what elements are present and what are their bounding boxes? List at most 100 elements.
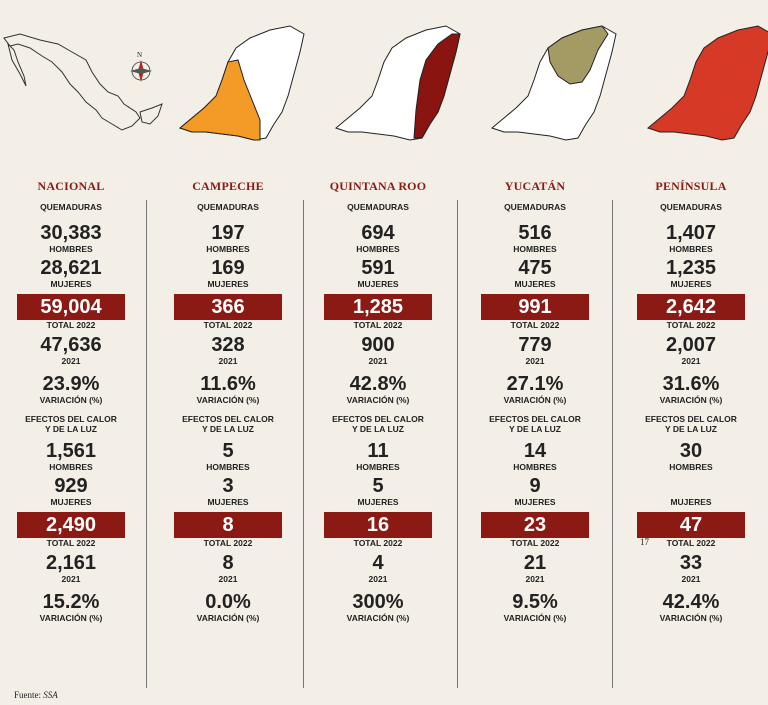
mujeres-value: 3: [222, 475, 234, 497]
hombres-value: 1,561: [45, 440, 97, 462]
column-divider: [612, 200, 613, 688]
variacion-value: 15.2%: [42, 591, 100, 613]
total-2022-value: 991: [481, 294, 589, 320]
mujeres-label: MUJERES: [357, 497, 399, 507]
section-label: EFECTOS DEL CALOR Y DE LA LUZ: [489, 414, 581, 434]
svg-text:N: N: [137, 51, 142, 59]
hombres-label: HOMBRES: [669, 462, 713, 472]
year-2021-value: 8: [222, 552, 234, 574]
year-2021-value: 2,007: [665, 334, 717, 356]
section-label: QUEMADURAS: [197, 202, 259, 212]
variacion-value: 31.6%: [662, 373, 720, 395]
source-note: Fuente: SSA: [14, 690, 58, 700]
year-2021-value: 4: [372, 552, 384, 574]
variacion-label: VARIACIÓN (%): [346, 613, 410, 623]
map-campeche: [178, 25, 305, 141]
total-2022-label: TOTAL 2022: [510, 320, 560, 330]
hombres-label: HOMBRES: [513, 244, 557, 254]
hombres-label: HOMBRES: [49, 462, 93, 472]
variacion-value: 9.5%: [512, 591, 558, 613]
total-2022-label: TOTAL 2022: [203, 538, 253, 548]
mujeres-value: [616, 475, 766, 497]
year-2021-label: 2021: [525, 574, 545, 584]
variacion-label: VARIACIÓN (%): [503, 395, 567, 405]
column-title: NACIONAL: [37, 179, 105, 193]
mujeres-label: MUJERES: [207, 279, 249, 289]
variacion-value: 0.0%: [205, 591, 251, 613]
year-2021-value: 328: [211, 334, 245, 356]
total-2022-label: TOTAL 2022: [666, 320, 716, 330]
column-title: PENÍNSULA: [655, 179, 727, 193]
mujeres-value: 1,235: [665, 257, 717, 279]
mujeres-label: MUJERES: [50, 279, 92, 289]
column-divider: [457, 200, 458, 688]
maps-strip: N: [3, 25, 768, 141]
column-title: YUCATÁN: [504, 179, 566, 193]
year-2021-label: 2021: [218, 574, 238, 584]
variacion-label: VARIACIÓN (%): [196, 613, 260, 623]
variacion-value: 300%: [352, 591, 404, 613]
year-2021-label: 2021: [368, 356, 388, 366]
total-2022-label: TOTAL 2022: [46, 320, 96, 330]
year-2021-label: 2021: [218, 356, 238, 366]
total-2022-label: TOTAL 2022: [353, 320, 403, 330]
variacion-value: 11.6%: [200, 373, 256, 395]
section-label: QUEMADURAS: [40, 202, 102, 212]
variacion-label: VARIACIÓN (%): [346, 395, 410, 405]
year-2021-label: 2021: [61, 574, 81, 584]
hombres-value: 30: [679, 440, 703, 462]
section-label: EFECTOS DEL CALOR Y DE LA LUZ: [182, 414, 274, 434]
column-title: QUINTANA ROO: [329, 179, 427, 193]
column-divider: [303, 200, 304, 688]
data-column: QUINTANA ROO QUEMADURAS 694 HOMBRES 591 MUJER…: [303, 178, 453, 626]
mujeres-label: MUJERES: [514, 497, 556, 507]
map-quintana-roo: [335, 25, 461, 141]
total-2022-value: 2,642: [637, 294, 745, 320]
total-2022-value: 1,285: [324, 294, 432, 320]
total-2022-label: TOTAL 2022: [353, 538, 403, 548]
total-2022-value: 47: [637, 512, 745, 538]
year-2021-label: 2021: [681, 574, 701, 584]
total-2022-label: TOTAL 2022: [510, 538, 560, 548]
variacion-label: VARIACIÓN (%): [196, 395, 260, 405]
map-peninsula: [647, 25, 768, 141]
data-column: YUCATÁN QUEMADURAS 516 HOMBRES 475 MUJERES 991…: [460, 178, 610, 626]
mujeres-value: 475: [518, 257, 552, 279]
data-column: NACIONAL QUEMADURAS 30,383 HOMBRES 28,621 MUJ…: [0, 178, 146, 626]
total-2022-value: 59,004: [17, 294, 125, 320]
mujeres-label: MUJERES: [357, 279, 399, 289]
section-label: QUEMADURAS: [504, 202, 566, 212]
mujeres-label: MUJERES: [670, 497, 712, 507]
mujeres-value: 28,621: [40, 257, 102, 279]
year-2021-value: 779: [518, 334, 552, 356]
hombres-label: HOMBRES: [669, 244, 713, 254]
total-2022-label: TOTAL 2022: [666, 538, 716, 548]
variacion-value: 42.4%: [662, 591, 720, 613]
total-2022-value: 366: [174, 294, 282, 320]
hombres-value: 694: [361, 222, 395, 244]
hombres-value: 14: [523, 440, 547, 462]
total-2022-value: 23: [481, 512, 589, 538]
hombres-label: HOMBRES: [513, 462, 557, 472]
hombres-label: HOMBRES: [49, 244, 93, 254]
variacion-label: VARIACIÓN (%): [39, 613, 103, 623]
hombres-value: 30,383: [40, 222, 102, 244]
data-column: CAMPECHE QUEMADURAS 197 HOMBRES 169 MUJERES 36…: [153, 178, 303, 626]
mujeres-value: 5: [372, 475, 384, 497]
hombres-label: HOMBRES: [356, 462, 400, 472]
section-label: QUEMADURAS: [347, 202, 409, 212]
compass-icon: N: [130, 51, 152, 82]
column-divider: [146, 200, 147, 688]
hombres-value: 5: [222, 440, 234, 462]
year-2021-label: 2021: [368, 574, 388, 584]
year-2021-value: 900: [361, 334, 395, 356]
year-2021-label: 2021: [681, 356, 701, 366]
year-2021-value: 21: [523, 552, 547, 574]
total-2022-label: TOTAL 2022: [46, 538, 96, 548]
total-2022-value: 2,490: [17, 512, 125, 538]
hombres-label: HOMBRES: [206, 244, 250, 254]
variacion-label: VARIACIÓN (%): [659, 613, 723, 623]
stray-number: 17: [640, 537, 649, 547]
mujeres-value: 169: [211, 257, 245, 279]
section-label: QUEMADURAS: [660, 202, 722, 212]
